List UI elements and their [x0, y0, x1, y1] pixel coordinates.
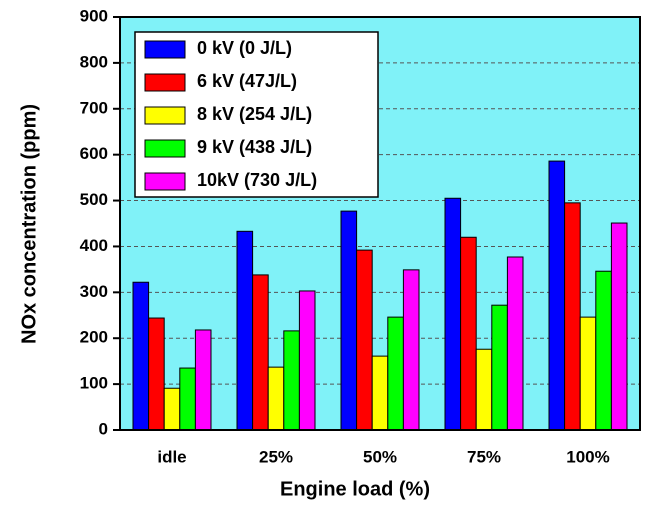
- bar: [252, 274, 269, 431]
- bar: [506, 256, 524, 431]
- y-tick-label: 800: [80, 52, 108, 71]
- y-tick-label: 400: [80, 236, 108, 255]
- bar: [356, 249, 373, 431]
- x-tick-label: idle: [157, 447, 186, 466]
- bar: [402, 269, 420, 431]
- legend-swatch: [144, 172, 186, 191]
- y-axis-label: NOx concentration (ppm): [18, 104, 40, 344]
- bar: [163, 387, 181, 431]
- bar: [387, 316, 404, 431]
- bar: [460, 236, 477, 431]
- bar: [579, 316, 597, 431]
- x-tick-label: 75%: [467, 447, 501, 466]
- legend-label: 6 kV (47J/L): [197, 71, 297, 91]
- bar: [595, 270, 612, 431]
- y-tick-label: 200: [80, 328, 108, 347]
- y-tick-label: 0: [99, 419, 108, 438]
- x-tick-label: 50%: [363, 447, 397, 466]
- legend-swatch: [144, 139, 186, 158]
- bar: [564, 202, 581, 431]
- bar: [283, 330, 300, 431]
- bar: [132, 281, 150, 431]
- y-tick-label: 300: [80, 282, 108, 301]
- y-tick-label: 500: [80, 190, 108, 209]
- bar: [148, 317, 165, 431]
- bar: [340, 210, 358, 431]
- y-tick-label: 900: [80, 6, 108, 25]
- legend-swatch: [144, 40, 186, 59]
- y-tick-label: 100: [80, 374, 108, 393]
- bar: [475, 348, 493, 431]
- bar: [179, 367, 196, 431]
- bar: [236, 230, 254, 431]
- bar: [371, 355, 389, 431]
- plot-frame: [119, 16, 641, 431]
- y-tick-label: 600: [80, 144, 108, 163]
- legend-swatch: [144, 73, 186, 92]
- x-axis-label: Engine load (%): [280, 478, 430, 500]
- bar: [267, 366, 285, 431]
- legend-label: 8 kV (254 J/L): [197, 104, 312, 124]
- x-tick-label: 25%: [259, 447, 293, 466]
- y-tick-label: 700: [80, 98, 108, 117]
- x-tick-label: 100%: [566, 447, 609, 466]
- bar: [444, 197, 462, 431]
- bar: [548, 160, 566, 431]
- bar: [610, 222, 628, 431]
- bar: [491, 304, 508, 431]
- bar: [194, 329, 212, 431]
- legend-label: 9 kV (438 J/L): [197, 137, 312, 157]
- legend-label: 10kV (730 J/L): [197, 170, 317, 190]
- legend-swatch: [144, 106, 186, 125]
- bar: [298, 290, 316, 431]
- legend-label: 0 kV (0 J/L): [197, 38, 292, 58]
